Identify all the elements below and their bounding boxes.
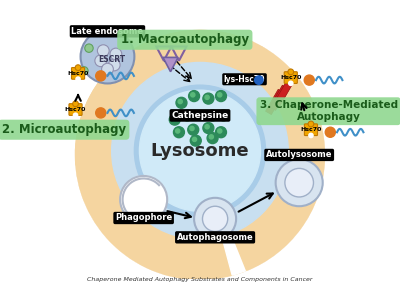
Circle shape [189, 91, 200, 102]
Circle shape [285, 168, 314, 197]
Circle shape [85, 44, 93, 52]
Wedge shape [76, 155, 200, 278]
Circle shape [102, 63, 113, 75]
FancyBboxPatch shape [304, 124, 318, 135]
Circle shape [205, 95, 209, 99]
Text: 2. Microautophagy: 2. Microautophagy [2, 123, 126, 136]
Circle shape [140, 90, 260, 211]
Circle shape [255, 76, 263, 84]
Circle shape [76, 30, 324, 279]
Circle shape [191, 93, 195, 97]
Text: Hsc70: Hsc70 [67, 71, 89, 76]
Bar [270, 85, 288, 110]
Circle shape [169, 114, 180, 125]
Bar [274, 81, 292, 106]
Text: Cathepsine: Cathepsine [171, 111, 228, 120]
Circle shape [176, 97, 187, 108]
Circle shape [276, 159, 323, 206]
Circle shape [202, 206, 228, 231]
Circle shape [73, 113, 78, 118]
FancyBboxPatch shape [284, 72, 297, 84]
Circle shape [182, 110, 193, 121]
Circle shape [75, 65, 81, 70]
Circle shape [184, 112, 188, 116]
Circle shape [325, 127, 335, 137]
Circle shape [209, 135, 214, 139]
Circle shape [75, 76, 81, 82]
Circle shape [134, 85, 266, 216]
Circle shape [188, 124, 199, 135]
Circle shape [110, 48, 122, 60]
Text: Phagophore: Phagophore [115, 214, 172, 223]
Circle shape [220, 112, 224, 116]
Circle shape [96, 71, 106, 81]
Circle shape [203, 93, 214, 104]
Circle shape [207, 110, 218, 121]
Wedge shape [76, 30, 262, 155]
Text: Hsc70: Hsc70 [280, 75, 302, 80]
Circle shape [216, 91, 226, 102]
Wedge shape [76, 144, 200, 279]
Wedge shape [200, 155, 322, 275]
FancyBboxPatch shape [69, 104, 82, 115]
Wedge shape [200, 47, 324, 270]
Circle shape [120, 176, 167, 223]
Text: Lysosome: Lysosome [151, 142, 249, 160]
Circle shape [108, 59, 120, 71]
Circle shape [178, 99, 182, 104]
Circle shape [308, 121, 314, 127]
Circle shape [95, 55, 107, 67]
Circle shape [288, 81, 294, 86]
Circle shape [192, 137, 197, 142]
Text: Hsc70: Hsc70 [65, 107, 86, 112]
Circle shape [288, 69, 294, 75]
Polygon shape [163, 57, 178, 72]
Wedge shape [200, 42, 324, 177]
Circle shape [176, 129, 180, 133]
Text: Autolysosome: Autolysosome [266, 150, 332, 160]
Text: 3. Chaperone-Mediated
Autophagy: 3. Chaperone-Mediated Autophagy [260, 100, 398, 122]
Text: Late endosome: Late endosome [72, 27, 144, 36]
Text: lys-Hsc70: lys-Hsc70 [224, 75, 265, 84]
Circle shape [194, 198, 236, 240]
Circle shape [190, 135, 201, 146]
Circle shape [171, 116, 176, 120]
Text: Autophagosome: Autophagosome [177, 233, 254, 242]
Circle shape [205, 125, 209, 129]
Circle shape [80, 67, 88, 75]
Circle shape [218, 110, 229, 121]
Circle shape [216, 127, 226, 138]
Circle shape [97, 45, 109, 56]
Circle shape [218, 93, 222, 97]
Text: ESCRT: ESCRT [98, 55, 125, 63]
Circle shape [190, 126, 194, 131]
Circle shape [174, 127, 184, 138]
Circle shape [96, 108, 106, 118]
Text: 1. Macroautophagy: 1. Macroautophagy [121, 33, 249, 46]
Circle shape [308, 133, 314, 138]
Circle shape [218, 129, 222, 133]
Text: Hsc70: Hsc70 [300, 127, 322, 132]
Text: Chaperone Mediated Autophagy Substrates and Components in Cancer: Chaperone Mediated Autophagy Substrates … [87, 277, 313, 282]
Circle shape [207, 133, 218, 144]
Circle shape [112, 63, 288, 239]
Circle shape [304, 75, 314, 85]
Circle shape [203, 123, 214, 134]
FancyBboxPatch shape [72, 67, 85, 79]
Bar [266, 89, 284, 115]
Circle shape [73, 101, 78, 107]
Circle shape [209, 112, 214, 116]
Circle shape [80, 30, 134, 84]
